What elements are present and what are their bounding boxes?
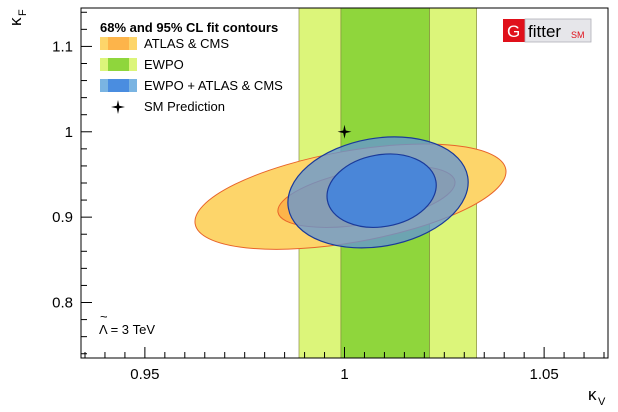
y-tick-label: 0.8 — [52, 295, 73, 312]
x-axis-label-sub: V — [598, 396, 606, 408]
logo-g-box — [503, 19, 525, 42]
logo-g-letter: G — [507, 22, 520, 41]
x-tick-label: 1.05 — [530, 366, 559, 383]
legend-label: EWPO + ATLAS & CMS — [144, 78, 283, 93]
combined-contours-group — [287, 136, 469, 249]
logo-suffix: SM — [571, 30, 585, 40]
x-axis-label: κ — [588, 385, 597, 404]
legend-swatch-inner — [108, 37, 129, 50]
legend-title: 68% and 95% CL fit contours — [100, 20, 278, 35]
legend-swatch-inner — [108, 79, 129, 92]
y-tick-label: 0.9 — [52, 209, 73, 226]
legend-label: ATLAS & CMS — [144, 36, 229, 51]
legend-sm-marker — [111, 100, 125, 114]
gfitter-logo: G fitter SM — [503, 18, 592, 43]
y-axis-label: κ — [6, 17, 25, 26]
logo-word-box — [524, 18, 592, 43]
x-tick-label: 0.95 — [130, 366, 159, 383]
legend-label: SM Prediction — [144, 99, 225, 114]
axes-group: 0.95 1 1.050.80.911.1κ VκF — [6, 9, 606, 408]
combined-68-contour — [326, 153, 437, 228]
y-tick-label: 1 — [65, 124, 73, 141]
legend-label: EWPO — [144, 57, 184, 72]
lambda-annotation: Λ = 3 TeV — [99, 322, 155, 337]
y-axis-label-sub: F — [17, 9, 29, 16]
y-tick-label: 1.1 — [52, 38, 73, 55]
lambda-tilde: ~ — [100, 309, 108, 324]
legend-swatch-inner — [108, 58, 129, 71]
logo-word: fitter — [528, 22, 561, 41]
sm-prediction-marker — [337, 124, 352, 139]
x-tick-label: 1 — [340, 366, 348, 383]
sm-prediction-group — [337, 124, 352, 139]
